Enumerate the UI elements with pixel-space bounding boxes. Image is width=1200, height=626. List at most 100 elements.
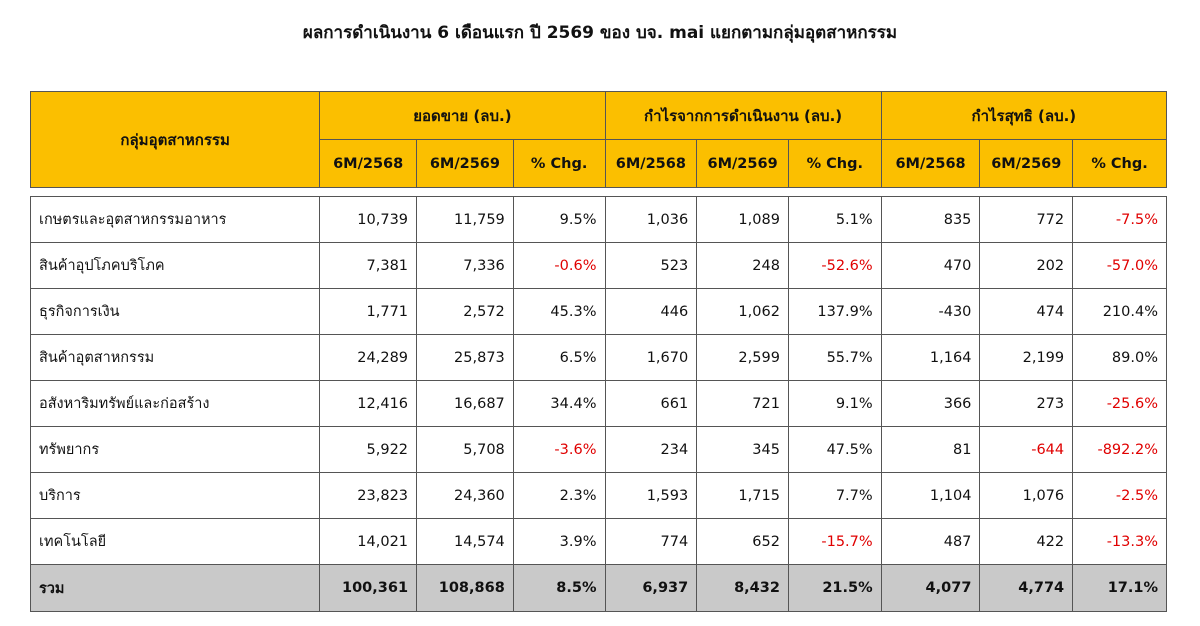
value-cell: 2,199 bbox=[979, 334, 1074, 381]
value-cell: 16,687 bbox=[416, 380, 514, 427]
net-profit-group-header: กำไรสุทธิ (ลบ.) bbox=[880, 91, 1168, 140]
value-cell: 446 bbox=[604, 288, 698, 335]
value-cell: 721 bbox=[696, 380, 789, 427]
value-cell: 14,574 bbox=[416, 518, 514, 565]
value-cell: 24,289 bbox=[319, 334, 418, 381]
value-cell: 2,599 bbox=[696, 334, 789, 381]
column-subheader: % Chg. bbox=[1072, 139, 1167, 188]
industry-name-cell: รวม bbox=[29, 564, 321, 612]
value-cell: 835 bbox=[880, 196, 981, 243]
value-cell: 6.5% bbox=[512, 334, 606, 381]
value-cell: 108,868 bbox=[416, 564, 514, 612]
industry-name-cell: สินค้าอุปโภคบริโภค bbox=[29, 242, 321, 289]
value-cell: 34.4% bbox=[512, 380, 606, 427]
value-cell: 1,164 bbox=[880, 334, 981, 381]
table-row: ทรัพยากร 5,922 5,708 -3.6% 234 345 47.5% 81 -644… bbox=[29, 426, 1167, 473]
table-row: อสังหาริมทรัพย์และก่อสร้าง 12,416 16,687 34… bbox=[29, 380, 1167, 427]
value-cell: 772 bbox=[979, 196, 1074, 243]
value-cell: -430 bbox=[880, 288, 981, 335]
value-cell: 7.7% bbox=[787, 472, 882, 519]
table-row: เทคโนโลยี 14,021 14,574 3.9% 774 652 -15.7% 487… bbox=[29, 518, 1167, 565]
value-cell: -2.5% bbox=[1072, 472, 1167, 519]
value-cell: 345 bbox=[696, 426, 789, 473]
value-cell: 1,076 bbox=[979, 472, 1074, 519]
column-subheader: 6M/2568 bbox=[880, 139, 981, 188]
value-cell: 8.5% bbox=[512, 564, 606, 612]
value-cell: 17.1% bbox=[1072, 564, 1167, 612]
value-cell: 4,077 bbox=[880, 564, 981, 612]
value-cell: 210.4% bbox=[1072, 288, 1167, 335]
value-cell: -7.5% bbox=[1072, 196, 1167, 243]
value-cell: 652 bbox=[696, 518, 789, 565]
value-cell: 474 bbox=[979, 288, 1074, 335]
table-row: บริการ 23,823 24,360 2.3% 1,593 1,715 7.7% 1,10… bbox=[29, 472, 1167, 519]
column-subheader: 6M/2568 bbox=[604, 139, 698, 188]
value-cell: 100,361 bbox=[319, 564, 418, 612]
value-cell: 4,774 bbox=[979, 564, 1074, 612]
value-cell: 24,360 bbox=[416, 472, 514, 519]
value-cell: -25.6% bbox=[1072, 380, 1167, 427]
value-cell: 23,823 bbox=[319, 472, 418, 519]
industry-name-cell: อสังหาริมทรัพย์และก่อสร้าง bbox=[29, 380, 321, 427]
value-cell: 234 bbox=[604, 426, 698, 473]
column-subheader: % Chg. bbox=[787, 139, 882, 188]
spacer-row bbox=[31, 188, 1167, 197]
value-cell: 273 bbox=[979, 380, 1074, 427]
value-cell: -3.6% bbox=[512, 426, 606, 473]
value-cell: -15.7% bbox=[787, 518, 882, 565]
value-cell: 21.5% bbox=[787, 564, 882, 612]
table-row: สินค้าอุปโภคบริโภค 7,381 7,336 -0.6% 523 248-… bbox=[29, 242, 1167, 289]
operating-profit-group-header: กำไรจากการดำเนินงาน (ลบ.) bbox=[604, 91, 882, 140]
value-cell: 137.9% bbox=[787, 288, 882, 335]
value-cell: 1,036 bbox=[604, 196, 698, 243]
value-cell: 89.0% bbox=[1072, 334, 1167, 381]
category-header: กลุ่มอุตสาหกรรม bbox=[29, 91, 321, 188]
value-cell: -0.6% bbox=[512, 242, 606, 289]
table-row: เกษตรและอุตสาหกรรมอาหาร 10,739 11,759 9.5% 1… bbox=[29, 196, 1167, 243]
industry-name-cell: ทรัพยากร bbox=[29, 426, 321, 473]
industry-name-cell: บริการ bbox=[29, 472, 321, 519]
value-cell: 1,670 bbox=[604, 334, 698, 381]
value-cell: 7,336 bbox=[416, 242, 514, 289]
value-cell: 1,104 bbox=[880, 472, 981, 519]
value-cell: 1,062 bbox=[696, 288, 789, 335]
value-cell: 3.9% bbox=[512, 518, 606, 565]
total-row: รวม 100,361 108,868 8.5% 6,937 8,432 21.5% 4,07… bbox=[29, 564, 1167, 612]
value-cell: 6,937 bbox=[604, 564, 698, 612]
page-title: ผลการดำเนินงาน 6 เดือนแรก ปี 2569 ของ บจ… bbox=[302, 23, 898, 43]
value-cell: 45.3% bbox=[512, 288, 606, 335]
value-cell: 2,572 bbox=[416, 288, 514, 335]
value-cell: 366 bbox=[880, 380, 981, 427]
value-cell: 1,593 bbox=[604, 472, 698, 519]
value-cell: 47.5% bbox=[787, 426, 882, 473]
subheader-row: 6M/2568 6M/2569% Chg. 6M/2568 6M/2569% Chg.… bbox=[31, 139, 1167, 188]
industry-performance-table: กลุ่มอุตสาหกรรม ยอดขาย (ลบ.) กำไรจากการด… bbox=[29, 91, 1168, 612]
value-cell: 1,089 bbox=[696, 196, 789, 243]
industry-name-cell: ธุรกิจการเงิน bbox=[29, 288, 321, 335]
value-cell: 5,708 bbox=[416, 426, 514, 473]
value-cell: -52.6% bbox=[787, 242, 882, 289]
value-cell: 470 bbox=[880, 242, 981, 289]
value-cell: 11,759 bbox=[416, 196, 514, 243]
value-cell: -892.2% bbox=[1072, 426, 1167, 473]
value-cell: 81 bbox=[880, 426, 981, 473]
column-subheader: 6M/2569 bbox=[416, 139, 514, 188]
value-cell: 9.5% bbox=[512, 196, 606, 243]
value-cell: 487 bbox=[880, 518, 981, 565]
industry-name-cell: สินค้าอุตสาหกรรม bbox=[29, 334, 321, 381]
table-row: สินค้าอุตสาหกรรม 24,289 25,873 6.5% 1,670 2,5… bbox=[29, 334, 1167, 381]
value-cell: 7,381 bbox=[319, 242, 418, 289]
value-cell: 5.1% bbox=[787, 196, 882, 243]
value-cell: 25,873 bbox=[416, 334, 514, 381]
value-cell: 248 bbox=[696, 242, 789, 289]
value-cell: 661 bbox=[604, 380, 698, 427]
value-cell: 10,739 bbox=[319, 196, 418, 243]
column-subheader: 6M/2569 bbox=[979, 139, 1074, 188]
value-cell: 12,416 bbox=[319, 380, 418, 427]
value-cell: 774 bbox=[604, 518, 698, 565]
value-cell: 1,771 bbox=[319, 288, 418, 335]
industry-name-cell: เทคโนโลยี bbox=[29, 518, 321, 565]
table-row: ธุรกิจการเงิน 1,771 2,572 45.3% 446 1,062 137.… bbox=[29, 288, 1167, 335]
value-cell: 55.7% bbox=[787, 334, 882, 381]
value-cell: -57.0% bbox=[1072, 242, 1167, 289]
